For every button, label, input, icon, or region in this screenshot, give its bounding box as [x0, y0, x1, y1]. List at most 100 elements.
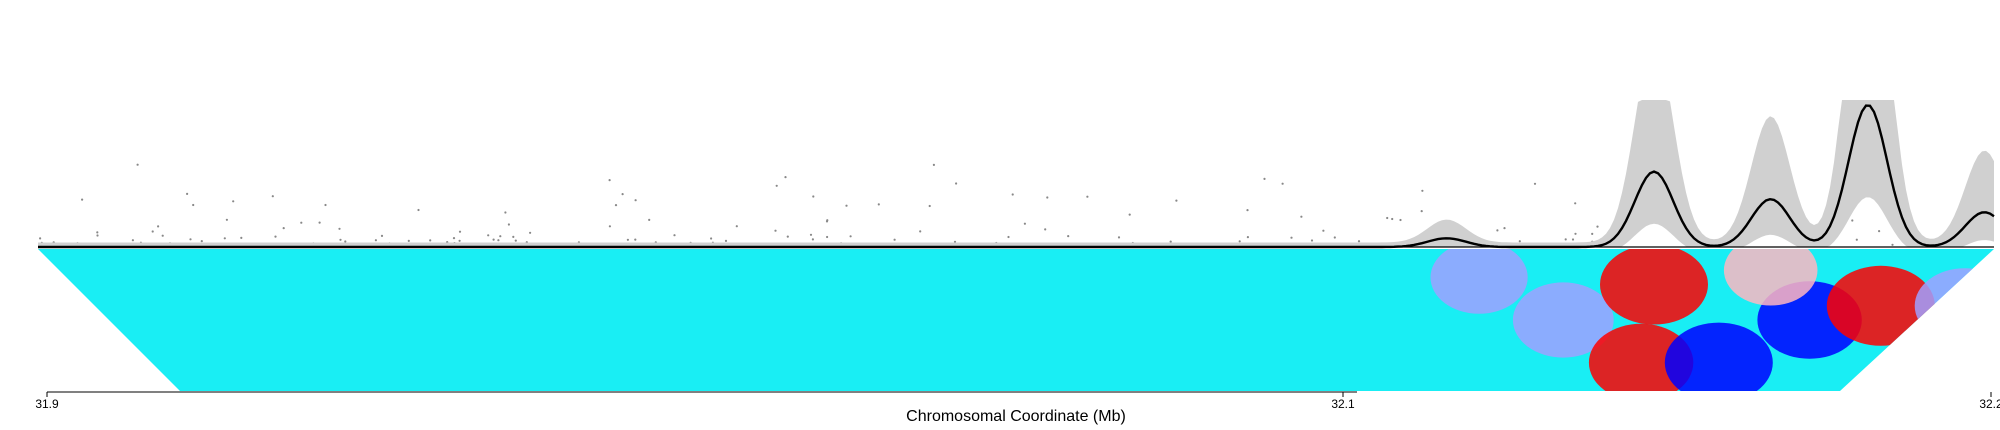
signal-point [955, 182, 958, 185]
signal-point [487, 234, 490, 237]
signal-point [735, 225, 738, 228]
signal-point [919, 230, 922, 233]
signal-confidence-band [38, 100, 1994, 247]
signal-point [1023, 222, 1026, 225]
signal-point [953, 240, 957, 243]
contact-hotspot [1600, 249, 1708, 325]
signal-point [1333, 236, 1336, 239]
signal-point [374, 239, 377, 242]
signal-point [417, 208, 420, 212]
signal-point [1386, 216, 1389, 220]
signal-point [1399, 218, 1402, 222]
signal-point [1591, 232, 1594, 235]
signal-point [673, 234, 676, 237]
signal-point [1246, 236, 1249, 239]
signal-point [784, 176, 787, 179]
signal-point [380, 234, 384, 237]
signal-point [1290, 236, 1293, 239]
signal-point [1169, 240, 1172, 243]
signal-point [1310, 239, 1314, 242]
signal-point [282, 227, 285, 230]
signal-point [186, 192, 189, 195]
signal-point [928, 204, 931, 208]
signal-point [1420, 210, 1423, 213]
x-tick-label: 31.9 [35, 397, 59, 411]
signal-point [512, 235, 515, 238]
signal-point [300, 221, 303, 224]
signal-point [775, 184, 778, 187]
contact-hotspot [1664, 322, 1773, 391]
contact-map-hotspots [1430, 249, 1994, 391]
signal-point [131, 239, 134, 242]
signal-point [318, 221, 321, 224]
signal-point [1067, 235, 1070, 238]
signal-point [223, 237, 226, 240]
signal-point [1011, 193, 1014, 196]
signal-point [877, 203, 880, 206]
signal-point [1533, 182, 1537, 185]
signal-point [96, 231, 99, 234]
signal-point [324, 203, 327, 207]
signal-point [1322, 229, 1325, 232]
signal-point [271, 195, 274, 198]
signal-point [608, 179, 611, 182]
signal-point [274, 235, 277, 238]
signal-point [458, 239, 461, 242]
signal-point [192, 203, 195, 207]
signal-point [499, 235, 502, 238]
signal-point [826, 235, 829, 239]
signal-point [1357, 240, 1361, 243]
signal-point [634, 199, 637, 202]
signal-point [648, 218, 651, 221]
signal-point [458, 230, 462, 233]
signal-point [1246, 209, 1249, 212]
signal-point [1503, 227, 1506, 230]
signal-point [1496, 229, 1499, 232]
contact-map [38, 249, 1994, 391]
signal-point [232, 200, 235, 203]
signal-point [1518, 240, 1521, 243]
signal-point [809, 233, 813, 236]
x-axis: 31.9 32.1 32.2 Chromosomal Coordinate (Mb) [35, 391, 2000, 425]
signal-point [634, 238, 637, 241]
signal-point [514, 239, 517, 242]
signal-point [151, 230, 154, 233]
x-axis-title: Chromosomal Coordinate (Mb) [906, 408, 1126, 425]
signal-line [38, 104, 1995, 249]
signal-point [497, 239, 500, 242]
signal-point [893, 238, 896, 241]
signal-point [1117, 236, 1121, 239]
signal-point [407, 239, 410, 242]
signal-point [1855, 238, 1858, 241]
signal-point [429, 239, 432, 242]
signal-point [1263, 177, 1266, 180]
x-tick-label: 32.1 [1331, 397, 1355, 411]
signal-point [96, 234, 99, 237]
signal-point [81, 198, 84, 201]
signal-point [1044, 228, 1047, 231]
signal-point [1891, 243, 1894, 246]
signal-point [1574, 232, 1577, 235]
signal-point [240, 236, 243, 239]
signal-point [774, 229, 777, 232]
signal-point [811, 238, 815, 241]
signal-point [39, 237, 42, 240]
signal-point [504, 211, 507, 214]
signal-point [200, 240, 203, 243]
contact-hotspot [1723, 249, 1818, 306]
signal-point [225, 218, 228, 221]
signal-point [1300, 215, 1303, 218]
x-tick-label: 32.2 [1979, 397, 2000, 411]
signal-point [932, 163, 936, 166]
signal-point [710, 237, 713, 240]
signal-point [845, 204, 848, 207]
signal-point [1281, 182, 1284, 185]
contact-hotspot [1430, 249, 1528, 314]
signal-point [1391, 217, 1394, 221]
signal-point [1046, 196, 1049, 199]
signal-point [339, 238, 342, 241]
signal-point [608, 225, 612, 228]
signal-point [849, 235, 852, 238]
signal-point [786, 235, 789, 238]
